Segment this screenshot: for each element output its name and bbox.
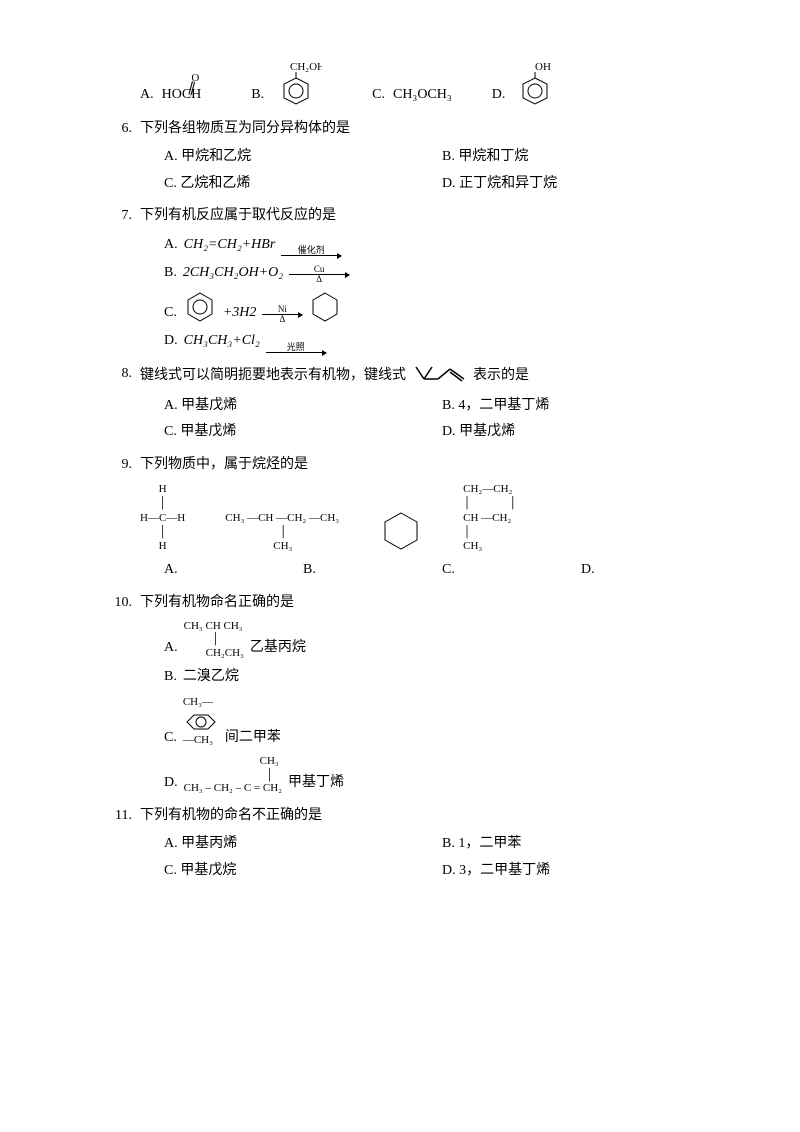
q5-opt-d: D. OH: [492, 60, 558, 106]
q10-c-name: 间二甲苯: [225, 727, 281, 749]
q8-num: 8.: [100, 363, 140, 389]
arrow-icon: 催化剂: [281, 246, 341, 256]
q7-opt-a: A. CH₂=CH₂+HBr 催化剂: [164, 234, 720, 256]
formic-acid-icon: O ∥ HOCH: [162, 84, 202, 106]
q5-a-label: A.: [140, 84, 154, 106]
arrow-icon: 光照: [266, 343, 326, 353]
q8-opt-c: C. 甲基戊烯: [164, 421, 442, 443]
phenol-icon: OH: [513, 60, 557, 106]
q11-opt-c: C. 甲基戊烷: [164, 860, 442, 882]
q6-num: 6.: [100, 118, 140, 140]
q7-b-label: B.: [164, 262, 177, 284]
q7-c-label: C.: [164, 302, 177, 324]
q10-opt-b: B. 二溴乙烷: [164, 666, 720, 688]
q7-d-label: D.: [164, 330, 178, 352]
q7-a-label: A.: [164, 234, 178, 256]
q9-img-c: [379, 509, 423, 553]
svg-text:CH₂OH: CH₂OH: [290, 61, 322, 73]
skeletal-formula-icon: [410, 363, 470, 389]
q5-d-label: D.: [492, 84, 506, 106]
q11-opt-b: B. 1，二甲苯: [442, 833, 720, 855]
q10-a-label: A.: [164, 637, 178, 659]
q8-opt-d: D. 甲基戊烯: [442, 421, 720, 443]
q11-opt-a: A. 甲基丙烯: [164, 833, 442, 855]
q5-c-label: C.: [372, 84, 385, 106]
q10-opt-c: C. CH₃——CH₃ 间二甲苯: [164, 694, 720, 749]
q5-opt-b: B. CH₂OH: [251, 60, 322, 106]
q6-options: A. 甲烷和乙烷 B. 甲烷和丁烷 C. 乙烷和乙烯 D. 正丁烷和异丁烷: [164, 146, 720, 195]
arrow-icon: Cu Δ: [289, 265, 349, 284]
q9-opt-a: A.: [164, 559, 303, 581]
q10-num: 10.: [100, 592, 140, 614]
q11-opt-d: D. 3，二甲基丁烯: [442, 860, 720, 882]
q10-stem: 下列有机物命名正确的是: [140, 592, 720, 614]
q6-opt-c: C. 乙烷和乙烯: [164, 173, 442, 195]
q7-d-lhs: CH₃CH₃+Cl₂: [184, 330, 260, 352]
q6-opt-a: A. 甲烷和乙烷: [164, 146, 442, 168]
q7: 7. 下列有机反应属于取代反应的是: [100, 205, 720, 227]
q9-num: 9.: [100, 454, 140, 476]
svg-text:OH: OH: [535, 61, 551, 73]
q10-b-name: 二溴乙烷: [183, 666, 239, 688]
q8-options: A. 甲基戊烯 B. 4，二甲基丁烯 C. 甲基戊烯 D. 甲基戊烯: [164, 395, 720, 444]
q7-a-lhs: CH₂=CH₂+HBr: [184, 234, 276, 256]
q11: 11. 下列有机物的命名不正确的是: [100, 805, 720, 827]
q10-a-name: 乙基丙烷: [250, 637, 306, 659]
q5-opt-c: C. CH₃OCH₃: [372, 84, 452, 106]
dimethyl-ether-formula: CH₃OCH₃: [393, 84, 452, 106]
q9-opt-d: D.: [581, 559, 720, 581]
q10-b-label: B.: [164, 666, 177, 688]
q11-options: A. 甲基丙烯 B. 1，二甲苯 C. 甲基戊烷 D. 3，二甲基丁烯: [164, 833, 720, 882]
q8-opt-a: A. 甲基戊烯: [164, 395, 442, 417]
q9-img-b: CH₃ —CH —CH₂ —CH₃ │ CH₃: [225, 511, 339, 554]
q8-stem: 键线式可以简明扼要地表示有机物，键线式 表示的是: [140, 363, 720, 389]
q9-stem: 下列物质中，属于烷烃的是: [140, 454, 720, 476]
q11-stem: 下列有机物的命名不正确的是: [140, 805, 720, 827]
q10-options: A. CH₃ CH CH₃ │ CH₂CH₃ 乙基丙烷 B. 二溴乙烷 C. C…: [164, 620, 720, 795]
q7-opt-c: C. +3H2 Ni Δ: [164, 290, 720, 324]
q6-opt-d: D. 正丁烷和异丁烷: [442, 173, 720, 195]
q7-opt-b: B. 2CH₃CH₂OH+O₂ Cu Δ: [164, 262, 720, 284]
q10-d-name: 甲基丁烯: [288, 772, 344, 794]
q9: 9. 下列物质中，属于烷烃的是: [100, 454, 720, 476]
q11-num: 11.: [100, 805, 140, 827]
benzene-icon: [183, 290, 217, 324]
q9-opt-b: B.: [303, 559, 442, 581]
q10-c-label: C.: [164, 727, 177, 749]
q7-stem: 下列有机反应属于取代反应的是: [140, 205, 720, 227]
q6-opt-b: B. 甲烷和丁烷: [442, 146, 720, 168]
q10-opt-d: D. CH₃ │ CH₃ – CH₂ – C = CH₂ 甲基丁烯: [164, 755, 720, 795]
q7-num: 7.: [100, 205, 140, 227]
q9-img-a: H │ H—C—H │ H: [140, 482, 185, 553]
para-xylene-icon: CH₃——CH₃: [183, 694, 219, 749]
q9-images: H │ H—C—H │ H CH₃ —CH —CH₂ —CH₃ │ CH₃ CH…: [140, 482, 720, 553]
q7-options: A. CH₂=CH₂+HBr 催化剂 B. 2CH₃CH₂OH+O₂ Cu Δ …: [164, 234, 720, 353]
q10-opt-a: A. CH₃ CH CH₃ │ CH₂CH₃ 乙基丙烷: [164, 620, 720, 660]
q8: 8. 键线式可以简明扼要地表示有机物，键线式 表示的是: [100, 363, 720, 389]
q5-opt-a: A. O ∥ HOCH: [140, 84, 201, 106]
q5-options-row: A. O ∥ HOCH B. CH₂OH C. CH₃OCH₃ D. OH: [140, 60, 720, 106]
cyclohexane-icon: [379, 509, 423, 553]
q8-opt-b: B. 4，二甲基丁烯: [442, 395, 720, 417]
q6: 6. 下列各组物质互为同分异构体的是: [100, 118, 720, 140]
q9-labels: A. B. C. D.: [164, 559, 720, 581]
q9-opt-c: C.: [442, 559, 581, 581]
q5-b-label: B.: [251, 84, 264, 106]
q10: 10. 下列有机物命名正确的是: [100, 592, 720, 614]
cyclohexane-icon: [308, 290, 342, 324]
q6-stem: 下列各组物质互为同分异构体的是: [140, 118, 720, 140]
q7-c-mid: +3H2: [223, 302, 257, 324]
q7-opt-d: D. CH₃CH₃+Cl₂ 光照: [164, 330, 720, 352]
arrow-icon: Ni Δ: [262, 305, 302, 324]
benzyl-alcohol-icon: CH₂OH: [272, 60, 322, 106]
q7-b-lhs: 2CH₃CH₂OH+O₂: [183, 262, 283, 284]
q9-img-d: CH₂—CH₂ ││ CH —CH₂ │ CH₃: [463, 482, 517, 553]
q10-d-label: D.: [164, 772, 178, 794]
